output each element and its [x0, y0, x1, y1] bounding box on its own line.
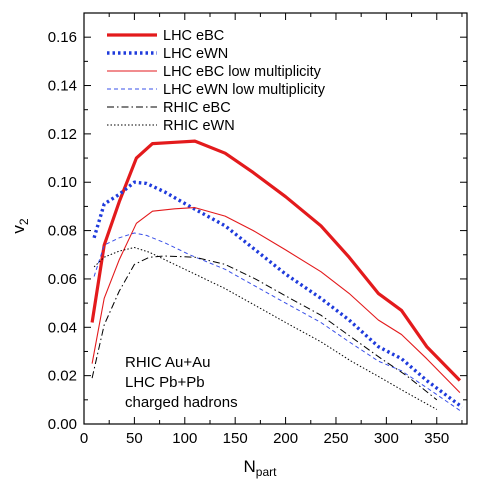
legend-entry-rhic-ebc: RHIC eBC: [107, 100, 231, 116]
y-tick-label: 0.12: [48, 126, 77, 143]
y-tick-label: 0.06: [48, 271, 77, 288]
x-tick-label: 350: [424, 430, 449, 447]
x-axis-title: Npart: [244, 457, 278, 479]
axes-layer: 0 50 100 150 200 250 300 350 0.00 0.02 0.04 0.06 0.0…: [48, 12, 468, 447]
y-tick-label: 0.00: [48, 416, 77, 433]
legend-entry-lhc-ebc-low: LHC eBC low multiplicity: [107, 64, 322, 80]
x-tick-label: 200: [273, 430, 298, 447]
x-tick-label: 150: [223, 430, 248, 447]
y-tick-label: 0.14: [48, 78, 77, 95]
series-line-1: [92, 180, 464, 409]
series-line-3: [93, 232, 463, 413]
y-tick-label: 0.08: [48, 223, 77, 240]
legend-label-lhc-ewn: LHC eWN: [163, 46, 228, 62]
legend-label-lhc-ebc: LHC eBC: [163, 28, 224, 44]
y-axis-title-main: v: [9, 225, 28, 234]
legend-entry-lhc-ewn: LHC eWN: [107, 46, 228, 62]
y-tick-label: 0.02: [48, 368, 77, 385]
series-line-5: [93, 247, 438, 410]
x-tick-label: 100: [172, 430, 197, 447]
series-line-0: [90, 139, 462, 382]
y-axis-title: v2: [9, 218, 31, 234]
series-layer: [90, 139, 464, 413]
legend-label-lhc-ebc-low: LHC eBC low multiplicity: [163, 64, 322, 80]
y-tick-label: 0.10: [48, 174, 77, 191]
x-axis-title-sub: part: [256, 465, 277, 479]
x-axis-title-main: N: [244, 457, 256, 476]
x-tick-label: 300: [374, 430, 399, 447]
annotation-line-1: RHIC Au+Au: [125, 354, 210, 371]
y-axis-title-sub: 2: [17, 218, 31, 225]
series-line-2: [91, 207, 461, 393]
y-tick-label: 0.16: [48, 29, 77, 46]
y-tick-label: 0.04: [48, 319, 77, 336]
legend-entry-lhc-ewn-low: LHC eWN low multiplicity: [107, 82, 326, 98]
legend-label-rhic-ebc: RHIC eBC: [163, 100, 231, 116]
legend-label-rhic-ewn: RHIC eWN: [163, 118, 235, 134]
x-tick-label: 50: [126, 430, 143, 447]
plot-frame: [83, 12, 468, 425]
annotation-line-3: charged hadrons: [125, 394, 238, 411]
legend-entry-rhic-ewn: RHIC eWN: [107, 118, 235, 134]
annotation: RHIC Au+Au LHC Pb+Pb charged hadrons: [125, 354, 238, 411]
series-line-4: [91, 255, 438, 401]
x-tick-label: 0: [80, 430, 88, 447]
annotation-line-2: LHC Pb+Pb: [125, 374, 205, 391]
legend-label-lhc-ewn-low: LHC eWN low multiplicity: [163, 82, 326, 98]
legend-entry-lhc-ebc: LHC eBC: [107, 28, 224, 44]
legend: LHC eBC LHC eWN LHC eBC low multiplicity…: [107, 28, 326, 134]
x-tick-label: 250: [323, 430, 348, 447]
